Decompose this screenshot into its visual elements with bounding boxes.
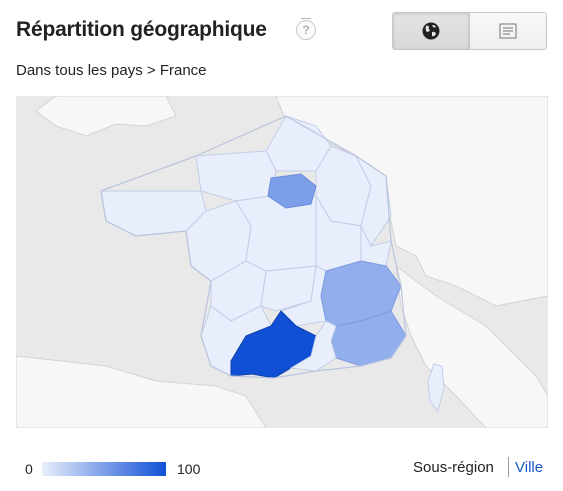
- france-region-map[interactable]: [16, 96, 548, 428]
- map-view-button[interactable]: [393, 13, 469, 49]
- help-icon[interactable]: ?: [296, 18, 316, 40]
- list-view-button[interactable]: [469, 13, 546, 49]
- legend-gradient-bar: [42, 462, 166, 476]
- breadcrumb[interactable]: Dans tous les pays > France: [16, 62, 207, 79]
- city-level-link[interactable]: Ville: [515, 459, 544, 476]
- legend-min-label: 0: [25, 461, 33, 477]
- list-icon: [499, 23, 517, 39]
- globe-icon: [422, 22, 440, 40]
- level-divider: [508, 457, 509, 477]
- map-canvas: [16, 96, 548, 428]
- legend-max-label: 100: [177, 461, 201, 477]
- view-toggle: [392, 12, 547, 50]
- page-title: Répartition géographique: [16, 18, 267, 41]
- subregion-level-label[interactable]: Sous-région: [413, 459, 494, 476]
